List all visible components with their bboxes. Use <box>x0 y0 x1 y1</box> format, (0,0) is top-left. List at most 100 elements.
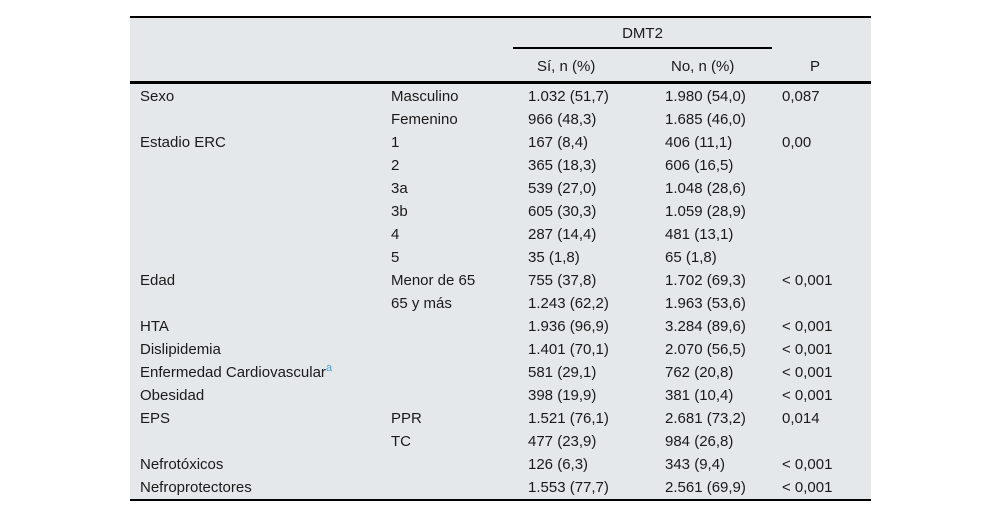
dmt2-si-value: 1.521 (76,1) <box>528 410 609 427</box>
dmt2-si-value: 966 (48,3) <box>528 111 597 128</box>
dmt2-si-value: 1.032 (51,7) <box>528 88 609 105</box>
row-label-cell: EPS <box>140 407 170 430</box>
dmt2-si-value: 539 (27,0) <box>528 180 597 197</box>
table-row-eps-tc: TC 477 (23,9) 984 (26,8) <box>130 430 871 453</box>
row-category: 5 <box>391 249 400 266</box>
table-row-edad-menor65: Edad Menor de 65 755 (37,8) 1.702 (69,3)… <box>130 269 871 292</box>
table-row-nefroprotectores: Nefroprotectores 1.553 (77,7) 2.561 (69,… <box>130 476 871 499</box>
table-row-sexo-masculino: Sexo Masculino 1.032 (51,7) 1.980 (54,0)… <box>130 85 871 108</box>
dmt2-no-value: 3.284 (89,6) <box>665 318 746 335</box>
dmt2-si-value: 477 (23,9) <box>528 433 597 450</box>
header-rule <box>130 81 871 84</box>
row-label-cell: Enfermedad Cardiovasculara <box>140 361 332 384</box>
row-label: Dislipidemia <box>140 341 221 358</box>
table-row-erc-4: 4 287 (14,4) 481 (13,1) <box>130 223 871 246</box>
row-category: 3b <box>391 203 408 220</box>
table-row-obesidad: Obesidad 398 (19,9) 381 (10,4) < 0,001 <box>130 384 871 407</box>
dmt2-si-value: 1.936 (96,9) <box>528 318 609 335</box>
table-row-nefrotoxicos: Nefrotóxicos 126 (6,3) 343 (9,4) < 0,001 <box>130 453 871 476</box>
row-label-cell: Obesidad <box>140 384 204 407</box>
row-category: 2 <box>391 157 400 174</box>
p-value: 0,087 <box>782 88 820 105</box>
p-value: < 0,001 <box>782 272 833 289</box>
dmt2-si-value: 35 (1,8) <box>528 249 580 266</box>
dmt2-no-value: 481 (13,1) <box>665 226 734 243</box>
row-category: 3a <box>391 180 408 197</box>
row-category: PPR <box>391 410 422 427</box>
dmt2-no-value: 2.561 (69,9) <box>665 479 746 496</box>
table-row-enfermedad-cardiovascular: Enfermedad Cardiovasculara 581 (29,1) 76… <box>130 361 871 384</box>
column-header-p: P <box>810 58 821 75</box>
p-value: < 0,001 <box>782 364 833 381</box>
column-header-si: Sí, n (%) <box>537 58 596 75</box>
row-label-cell: Sexo <box>140 85 174 108</box>
dmt2-no-value: 1.685 (46,0) <box>665 111 746 128</box>
row-label: Sexo <box>140 88 175 105</box>
dmt2-no-value: 1.963 (53,6) <box>665 295 746 312</box>
row-category: 1 <box>391 134 400 151</box>
row-label: Obesidad <box>140 387 205 404</box>
table-row-sexo-femenino: Femenino 966 (48,3) 1.685 (46,0) <box>130 108 871 131</box>
dmt2-si-value: 581 (29,1) <box>528 364 597 381</box>
row-label: Nefrotóxicos <box>140 456 224 473</box>
row-label-cell: Nefroprotectores <box>140 476 252 499</box>
p-value: 0,014 <box>782 410 820 427</box>
row-label-cell: HTA <box>140 315 169 338</box>
dmt2-no-value: 2.681 (73,2) <box>665 410 746 427</box>
dmt2-no-value: 984 (26,8) <box>665 433 734 450</box>
row-label-cell: Nefrotóxicos <box>140 453 223 476</box>
dmt2-no-value: 343 (9,4) <box>665 456 726 473</box>
dmt2-comparison-table: DMT2 Sí, n (%) No, n (%) P Sexo Masculin… <box>130 16 871 501</box>
table-row-erc-5: 5 35 (1,8) 65 (1,8) <box>130 246 871 269</box>
row-label-cell: Edad <box>140 269 175 292</box>
group-header-rule <box>513 47 772 49</box>
dmt2-si-value: 1.401 (70,1) <box>528 341 609 358</box>
dmt2-no-value: 406 (11,1) <box>665 134 733 151</box>
dmt2-no-value: 1.059 (28,9) <box>665 203 746 220</box>
table-row-edad-65ymas: 65 y más 1.243 (62,2) 1.963 (53,6) <box>130 292 871 315</box>
row-category: Menor de 65 <box>391 272 476 289</box>
p-value: < 0,001 <box>782 341 833 358</box>
row-category: TC <box>391 433 411 450</box>
dmt2-no-value: 762 (20,8) <box>665 364 734 381</box>
row-label: Edad <box>140 272 176 289</box>
dmt2-si-value: 167 (8,4) <box>528 134 589 151</box>
table-row-erc-1: Estadio ERC 1 167 (8,4) 406 (11,1) 0,00 <box>130 131 871 154</box>
row-category: 4 <box>391 226 400 243</box>
dmt2-si-value: 1.553 (77,7) <box>528 479 609 496</box>
dmt2-si-value: 287 (14,4) <box>528 226 597 243</box>
dmt2-si-value: 1.243 (62,2) <box>528 295 609 312</box>
dmt2-si-value: 126 (6,3) <box>528 456 589 473</box>
row-label: HTA <box>140 318 169 335</box>
row-label: Estadio ERC <box>140 134 226 151</box>
dmt2-si-value: 755 (37,8) <box>528 272 597 289</box>
dmt2-no-value: 1.702 (69,3) <box>665 272 746 289</box>
p-value: < 0,001 <box>782 387 833 404</box>
row-label: Enfermedad Cardiovascular <box>140 364 326 381</box>
dmt2-no-value: 1.048 (28,6) <box>665 180 746 197</box>
dmt2-si-value: 398 (19,9) <box>528 387 597 404</box>
p-value: < 0,001 <box>782 479 833 496</box>
dmt2-no-value: 606 (16,5) <box>665 157 734 174</box>
footnote-a-marker: a <box>325 362 333 374</box>
p-value: 0,00 <box>782 134 812 151</box>
table-row-erc-3b: 3b 605 (30,3) 1.059 (28,9) <box>130 200 871 223</box>
table-row-dislipidemia: Dislipidemia 1.401 (70,1) 2.070 (56,5) <… <box>130 338 871 361</box>
dmt2-no-value: 2.070 (56,5) <box>665 341 746 358</box>
p-value: < 0,001 <box>782 456 833 473</box>
column-header-no: No, n (%) <box>671 58 735 75</box>
dmt2-si-value: 605 (30,3) <box>528 203 597 220</box>
row-category: 65 y más <box>391 295 452 312</box>
group-header-dmt2: DMT2 <box>622 25 663 42</box>
row-label: Nefroprotectores <box>140 479 252 496</box>
table-body: Sexo Masculino 1.032 (51,7) 1.980 (54,0)… <box>130 85 871 499</box>
dmt2-no-value: 381 (10,4) <box>665 387 734 404</box>
row-category: Femenino <box>391 111 458 128</box>
dmt2-no-value: 65 (1,8) <box>665 249 717 266</box>
table-row-erc-3a: 3a 539 (27,0) 1.048 (28,6) <box>130 177 871 200</box>
dmt2-si-value: 365 (18,3) <box>528 157 597 174</box>
row-label-cell: Estadio ERC <box>140 131 226 154</box>
row-label: EPS <box>140 410 171 427</box>
table-row-hta: HTA 1.936 (96,9) 3.284 (89,6) < 0,001 <box>130 315 871 338</box>
